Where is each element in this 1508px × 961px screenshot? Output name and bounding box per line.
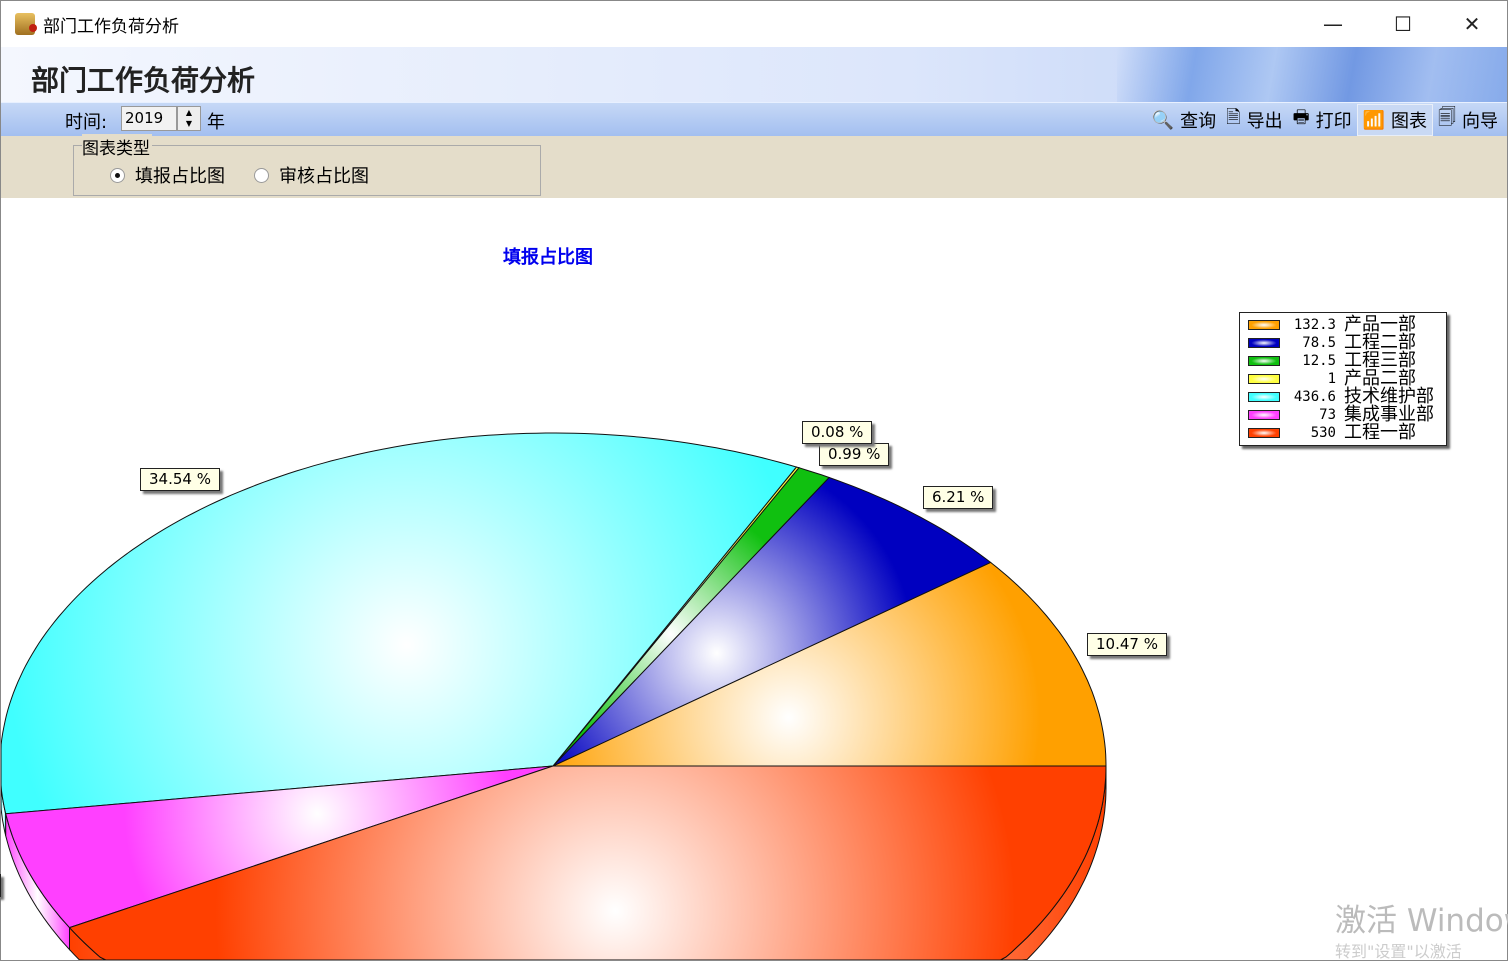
window-title: 部门工作负荷分析 [43, 16, 179, 37]
pie-slice-5[interactable] [5, 765, 554, 929]
wizard-icon: 🗐 [1438, 107, 1456, 128]
pie-data-label: 34.54 % [140, 468, 220, 491]
toolbar: 时间: 2019 ▲ ▼ 年 🔍 查询 🗎 导出 🖶 打印 📶 图表 🗐 向导 [1, 102, 1507, 136]
tool-chart-button[interactable]: 📶 图表 [1356, 104, 1434, 136]
legend-item: 1 产品二部 [1248, 370, 1438, 388]
legend-item: 132.3 产品一部 [1248, 316, 1438, 334]
legend-item: 73 集成事业部 [1248, 406, 1438, 424]
pie-chart [1, 432, 1107, 960]
legend-name: 工程一部 [1344, 422, 1416, 443]
app-icon [15, 13, 37, 35]
spin-down-icon[interactable]: ▼ [185, 119, 193, 128]
pie-data-label: 6.21 % [923, 486, 994, 509]
legend-swatch [1248, 374, 1280, 384]
legend-item: 530 工程一部 [1248, 424, 1438, 442]
radio-fill-ratio[interactable]: 填报占比图 [110, 162, 225, 188]
legend-name: 技术维护部 [1344, 386, 1434, 407]
chart-legend: 132.3 产品一部 78.5 工程二部 12.5 工程三部 1 产品二部 436.6 技术维护部… [1239, 312, 1447, 446]
legend-swatch [1248, 410, 1280, 420]
search-icon: 🔍 [1151, 109, 1175, 131]
legend-name: 产品二部 [1344, 368, 1416, 389]
legend-name: 工程二部 [1344, 332, 1416, 353]
legend-item: 436.6 技术维护部 [1248, 388, 1438, 406]
pie-slice-1[interactable] [552, 476, 992, 767]
minimize-button[interactable]: — [1323, 12, 1343, 36]
legend-swatch [1248, 320, 1280, 330]
title-bar: 部门工作负荷分析 — ☐ ✕ [1, 1, 1507, 47]
tool-print-button[interactable]: 🖶 打印 [1288, 104, 1357, 136]
time-label: 时间: [65, 112, 108, 133]
pie-data-label: 0.99 % [819, 443, 890, 466]
radio-selected-icon[interactable] [110, 167, 125, 183]
legend-swatch [1248, 392, 1280, 402]
maximize-button[interactable]: ☐ [1394, 12, 1412, 36]
legend-name: 集成事业部 [1344, 404, 1434, 425]
activation-watermark: 激活 Windows [1335, 903, 1508, 939]
year-input[interactable]: 2019 [121, 106, 177, 131]
radio-review-ratio[interactable]: 审核占比图 [254, 162, 369, 188]
spin-up-icon[interactable]: ▲ [185, 108, 193, 117]
chart-title: 填报占比图 [503, 247, 593, 268]
pie-slice-0[interactable] [552, 561, 1107, 767]
legend-value: 73 [1319, 407, 1336, 423]
chart-type-label: 图表类型 [82, 134, 152, 159]
legend-value: 530 [1310, 425, 1336, 441]
tool-export-button[interactable]: 🗎 导出 [1221, 104, 1287, 136]
chart-icon: 📶 [1362, 109, 1386, 131]
activation-watermark-sub: 转到"设置"以激活 [1335, 942, 1462, 961]
tool-search-button[interactable]: 🔍 查询 [1147, 104, 1221, 136]
legend-swatch [1248, 428, 1280, 438]
legend-value: 436.6 [1293, 389, 1336, 405]
radio-label: 填报占比图 [135, 166, 225, 187]
legend-swatch [1248, 356, 1280, 366]
pie-data-label: 10.47 % [1087, 633, 1167, 656]
legend-item: 12.5 工程三部 [1248, 352, 1438, 370]
legend-name: 工程三部 [1344, 350, 1416, 371]
year-spinner[interactable]: ▲ ▼ [177, 106, 201, 131]
radio-unselected-icon[interactable] [254, 167, 269, 183]
year-unit: 年 [207, 112, 225, 133]
close-button[interactable]: ✕ [1463, 12, 1481, 36]
tool-label: 图表 [1391, 111, 1428, 132]
chart-type-group: 图表类型 填报占比图 审核占比图 [73, 134, 541, 196]
toolbar-tools: 🔍 查询 🗎 导出 🖶 打印 📶 图表 🗐 向导 [1147, 103, 1503, 137]
print-icon: 🖶 [1292, 107, 1310, 128]
tool-label: 打印 [1315, 111, 1352, 132]
pie-slice-4[interactable] [1, 432, 798, 815]
legend-item: 78.5 工程二部 [1248, 334, 1438, 352]
banner-decoration [1117, 47, 1507, 102]
legend-value: 132.3 [1293, 317, 1336, 333]
radio-label: 审核占比图 [279, 166, 369, 187]
pie-data-label: 0.08 % [802, 421, 873, 444]
legend-value: 78.5 [1302, 335, 1336, 351]
tool-label: 导出 [1246, 111, 1283, 132]
tool-label: 查询 [1180, 111, 1217, 132]
legend-value: 1 [1327, 371, 1336, 387]
tool-label: 向导 [1462, 111, 1498, 132]
pie-data-label: 5.78 % [0, 874, 2, 897]
legend-value: 12.5 [1302, 353, 1336, 369]
pie-slice-6[interactable] [68, 765, 1107, 960]
tool-wizard-button[interactable]: 🗐 向导 [1433, 104, 1503, 136]
filter-panel: 图表类型 填报占比图 审核占比图 [1, 134, 1507, 198]
legend-name: 产品一部 [1344, 314, 1416, 335]
header-banner: 部门工作负荷分析 [1, 47, 1507, 102]
export-icon: 🗎 [1226, 107, 1241, 128]
pie-side-6 [69, 765, 1107, 960]
page-title: 部门工作负荷分析 [31, 64, 256, 97]
legend-swatch [1248, 338, 1280, 348]
